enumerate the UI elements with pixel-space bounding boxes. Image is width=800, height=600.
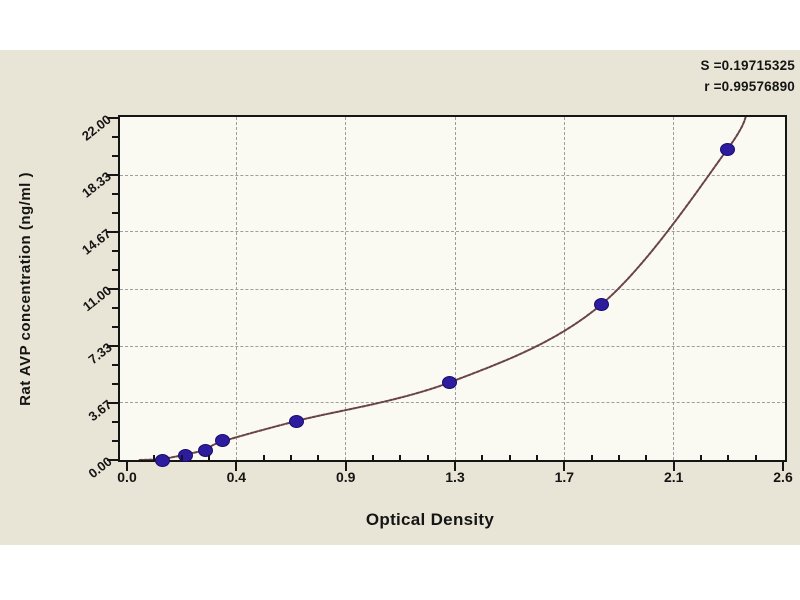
fit-standard-error: S =0.19715325 <box>700 58 795 73</box>
x-tick-label: 0.9 <box>335 469 356 485</box>
y-major-tick <box>107 230 118 233</box>
y-major-tick <box>107 459 118 461</box>
standard-point <box>719 142 735 156</box>
x-major-tick <box>563 462 566 471</box>
y-minor-tick <box>112 193 118 195</box>
x-tick-label: 1.3 <box>445 469 465 485</box>
y-minor-tick <box>112 155 118 157</box>
y-minor-tick <box>112 211 118 214</box>
x-major-tick <box>126 462 128 471</box>
x-minor-tick <box>372 455 374 460</box>
y-major-tick <box>107 117 118 119</box>
x-minor-tick <box>535 455 538 460</box>
y-minor-tick <box>112 382 118 385</box>
standard-point <box>197 443 213 457</box>
x-minor-tick <box>426 455 429 460</box>
x-minor-tick <box>508 455 511 460</box>
fit-curve <box>138 117 747 460</box>
horizontal-gridline <box>120 345 785 347</box>
horizontal-gridline <box>120 402 785 404</box>
x-tick-label: 2.1 <box>663 469 684 485</box>
x-tick-label: 2.6 <box>773 469 793 485</box>
y-minor-tick <box>112 364 118 366</box>
x-minor-tick <box>590 455 593 460</box>
horizontal-gridline <box>120 288 785 290</box>
fit-correlation: r =0.99576890 <box>704 79 795 94</box>
x-minor-tick <box>399 455 402 460</box>
x-minor-tick <box>700 455 702 460</box>
x-minor-tick <box>207 455 210 460</box>
standard-point <box>442 375 458 389</box>
standard-point <box>288 414 304 428</box>
y-major-tick <box>107 288 118 290</box>
x-major-tick <box>454 462 456 471</box>
fit-curve-path <box>138 117 747 460</box>
x-minor-tick <box>153 455 156 460</box>
fit-statistics: S =0.19715325 r =0.99576890 <box>700 55 795 97</box>
y-axis-title: Rat AVP concentration (ng/ml ) <box>16 171 34 406</box>
x-tick-label: 0.0 <box>117 469 137 485</box>
plot-area <box>107 115 787 471</box>
x-minor-tick <box>180 455 183 460</box>
x-minor-tick <box>290 455 292 460</box>
y-minor-tick <box>112 136 118 138</box>
y-major-tick <box>107 401 118 404</box>
y-minor-tick <box>112 420 118 423</box>
x-major-tick <box>235 462 238 471</box>
x-major-tick <box>782 462 784 471</box>
horizontal-gridline <box>120 174 785 176</box>
x-minor-tick <box>645 455 648 460</box>
x-minor-tick <box>618 455 620 460</box>
x-major-tick <box>344 462 347 471</box>
standard-point <box>215 434 231 448</box>
x-major-tick <box>672 462 675 471</box>
y-minor-tick <box>112 307 118 309</box>
x-tick-label: 1.7 <box>554 469 575 485</box>
x-minor-tick <box>481 455 484 460</box>
y-major-tick <box>107 174 118 176</box>
y-minor-tick <box>112 249 118 252</box>
standard-point <box>593 298 609 312</box>
x-minor-tick <box>727 455 730 460</box>
standard-point <box>154 453 170 467</box>
x-axis-title: Optical Density <box>365 510 495 529</box>
y-minor-tick <box>112 268 118 271</box>
horizontal-gridline <box>120 231 785 233</box>
x-minor-tick <box>754 455 757 460</box>
y-major-tick <box>107 345 118 347</box>
x-minor-tick <box>317 455 320 460</box>
y-minor-tick <box>112 439 118 442</box>
y-minor-tick <box>112 326 118 328</box>
x-tick-label: 0.4 <box>226 469 247 485</box>
x-minor-tick <box>262 455 265 460</box>
